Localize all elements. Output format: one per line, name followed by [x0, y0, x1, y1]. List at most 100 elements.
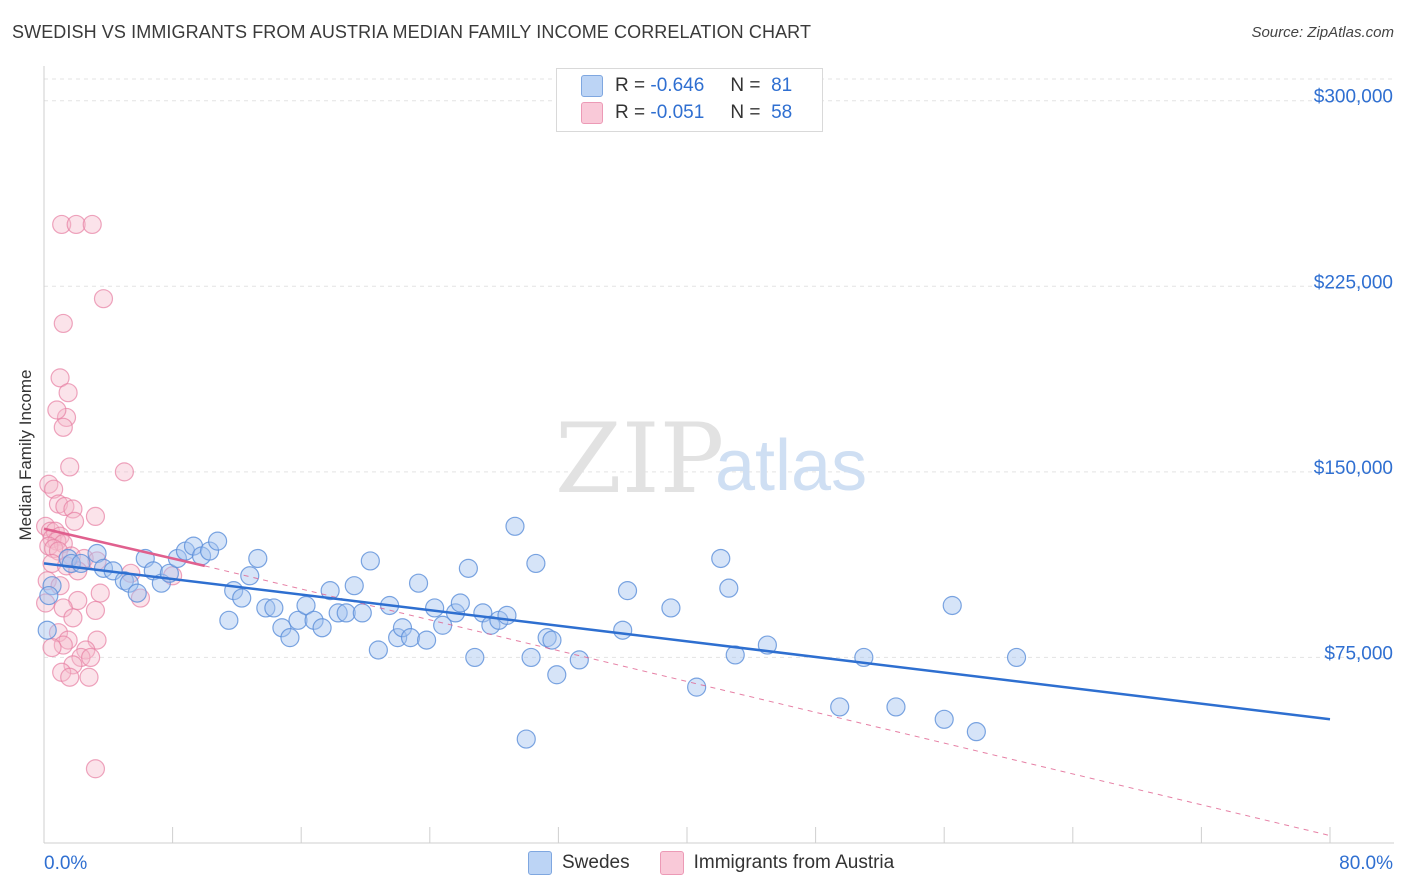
austria-point — [81, 647, 101, 668]
swedes-point — [208, 531, 228, 551]
swedes-point — [408, 573, 429, 593]
swedes-point — [934, 709, 954, 729]
r-label: R = — [615, 102, 646, 123]
austria-point — [63, 655, 83, 675]
x-tick-label: 80.0% — [1339, 853, 1393, 874]
austria-point — [64, 511, 85, 531]
swedes-point — [240, 566, 260, 586]
austria-point — [53, 598, 73, 618]
austria-point — [50, 368, 70, 388]
swedes-point — [547, 665, 567, 685]
swedes-point — [336, 603, 356, 623]
swedes-legend-swatch — [528, 851, 552, 875]
austria-point — [53, 313, 73, 334]
swedes-legend-label: Swedes — [562, 852, 630, 873]
swedes-point — [304, 610, 324, 630]
austria-point — [66, 214, 86, 235]
austria-point — [47, 400, 67, 420]
n-value: 81 — [771, 75, 793, 96]
swedes-point — [39, 585, 59, 606]
austria-trend-line — [43, 527, 206, 568]
swedes-point — [1006, 647, 1027, 668]
swedes-point — [256, 598, 276, 618]
austria-trend-extension — [204, 565, 1331, 837]
austria-swatch — [581, 102, 603, 124]
y-tick-label: $225,000 — [1314, 272, 1393, 293]
austria-point — [60, 457, 80, 477]
swedes-point — [368, 640, 388, 660]
swedes-point — [613, 620, 633, 640]
r-label: R = — [615, 75, 646, 96]
y-tick-label: $300,000 — [1314, 87, 1393, 108]
austria-point — [114, 462, 134, 482]
austria-point — [60, 667, 80, 687]
watermark-zip: ZIP — [555, 403, 724, 515]
swedes-point — [272, 618, 292, 638]
austria-point — [63, 608, 83, 628]
austria-point — [85, 759, 106, 779]
swedes-point — [37, 620, 57, 640]
n-label: N = — [730, 75, 761, 96]
series-legend: Swedes Immigrants from Austria — [528, 851, 894, 875]
swedes-point — [617, 581, 638, 601]
x-tick-label: 0.0% — [44, 853, 87, 874]
swedes-point — [264, 598, 284, 618]
austria-point — [58, 383, 78, 403]
swedes-point — [521, 647, 541, 668]
y-axis-label: Median Family Income — [16, 369, 35, 541]
swedes-point — [360, 551, 380, 571]
swedes-point — [425, 598, 445, 618]
swedes-point — [296, 595, 316, 616]
austria-point — [71, 647, 91, 668]
swedes-point — [219, 610, 239, 630]
austria-point — [63, 499, 83, 519]
watermark-atlas: atlas — [715, 426, 867, 506]
austria-point — [44, 479, 64, 499]
swedes-point — [416, 630, 437, 650]
legend-row-austria: R = -0.051 N = 58 — [581, 102, 792, 124]
austria-point — [85, 506, 106, 527]
swedes-point — [687, 677, 707, 697]
austria-point — [85, 600, 106, 621]
austria-point — [42, 637, 62, 658]
swedes-point — [465, 647, 485, 668]
austria-point — [82, 214, 102, 235]
correlation-legend: R = -0.646 N = 81 R = -0.051 N = 58 — [556, 68, 823, 132]
swedes-point — [719, 578, 739, 598]
n-label: N = — [730, 102, 761, 123]
swedes-point — [288, 610, 308, 630]
swedes-point — [966, 722, 986, 742]
swedes-point — [232, 588, 252, 608]
r-value: -0.051 — [650, 102, 705, 123]
swedes-point — [199, 541, 220, 561]
austria-point — [53, 417, 73, 437]
legend-row-swedes: R = -0.646 N = 81 — [581, 75, 792, 97]
swedes-point — [569, 650, 589, 670]
austria-point — [93, 289, 114, 309]
y-tick-label: $150,000 — [1314, 458, 1393, 479]
swedes-point — [497, 605, 517, 625]
chart-title: SWEDISH VS IMMIGRANTS FROM AUSTRIA MEDIA… — [12, 22, 812, 42]
swedes-point — [542, 630, 562, 650]
swedes-point — [516, 729, 536, 749]
swedes-point — [392, 618, 413, 638]
swedes-point — [505, 516, 525, 536]
austria-point — [52, 214, 72, 235]
r-value: -0.646 — [650, 75, 705, 96]
swedes-point — [458, 558, 478, 578]
swedes-point — [450, 593, 470, 613]
austria-point — [53, 635, 73, 655]
swedes-point — [127, 583, 147, 603]
swedes-point — [400, 628, 421, 648]
swedes-point — [352, 603, 372, 623]
swedes-point — [830, 697, 850, 717]
swedes-trend-line — [43, 562, 1331, 721]
y-tick-label: $75,000 — [1324, 643, 1393, 664]
swedes-point — [886, 697, 906, 717]
swedes-swatch — [581, 75, 603, 97]
swedes-point — [248, 548, 268, 569]
austria-point — [55, 496, 75, 517]
swedes-point — [344, 576, 364, 596]
swedes-point — [661, 598, 681, 618]
